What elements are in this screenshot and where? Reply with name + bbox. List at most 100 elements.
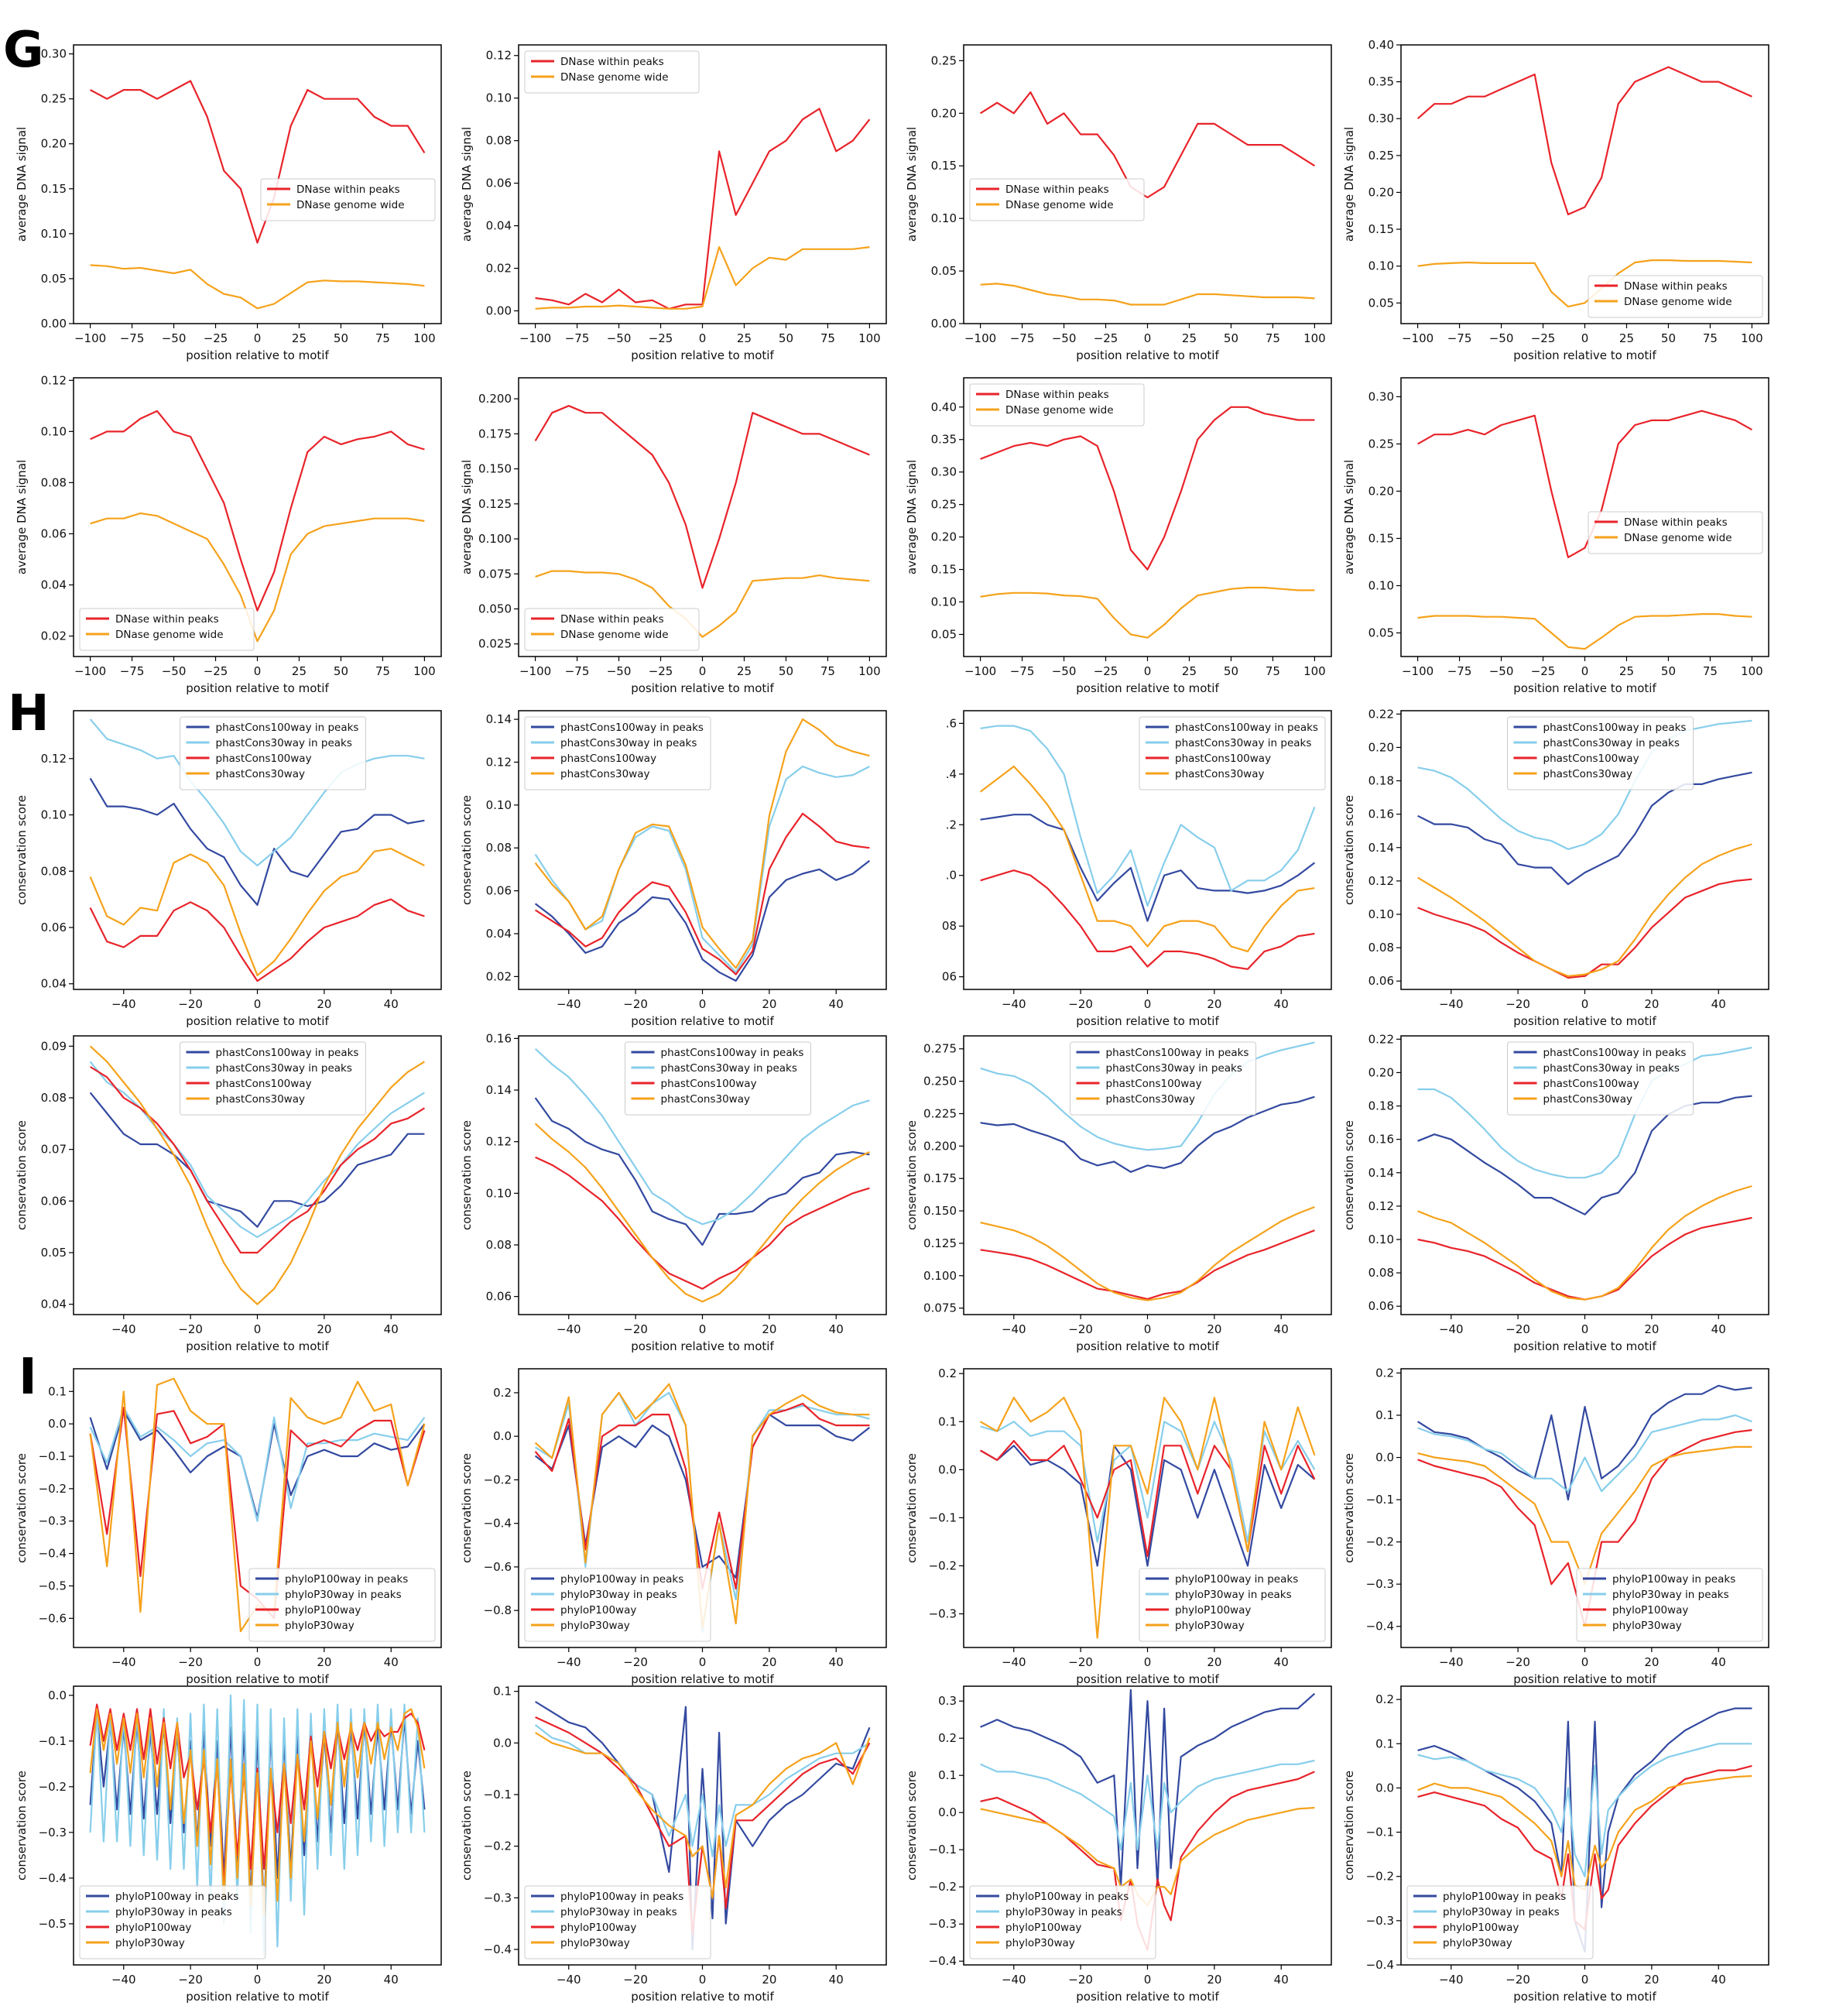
y-tick-label: 0.15 <box>931 159 957 173</box>
chart-legend: DNase within peaks DNase genome wide <box>1588 275 1763 318</box>
y-axis-label: conservation score <box>460 795 474 905</box>
y-tick-label: −0.1 <box>929 1510 957 1524</box>
chart-svg: −100 −75 −50 −25 0 25 50 75 100 0.00 0.05 0.10 0.15 0… <box>15 44 442 362</box>
series-line-phastcons30way <box>1417 843 1752 977</box>
x-tick-label: 0 <box>1144 997 1152 1011</box>
y-tick-label: 0.125 <box>923 1236 957 1250</box>
x-tick-label: −100 <box>964 664 996 678</box>
chart-legend: DNase within peaks DNase genome wide <box>524 50 700 94</box>
chart-legend: DNase within peaks DNase genome wide <box>969 178 1145 221</box>
y-axis-label: average DNA signal <box>905 460 919 574</box>
x-tick-label: 75 <box>1266 331 1280 345</box>
y-tick-label: 0.08 <box>1368 941 1394 955</box>
chart-svg: −40 −20 0 20 40 06 08 .0 .2 .4 .6 position relative… <box>942 710 1332 1028</box>
y-tick-label: 0.06 <box>41 526 67 540</box>
section-label-h: H <box>8 685 50 742</box>
series-line-phastcons100way-in-peaks <box>980 814 1316 922</box>
chart-panel-h1: −40 −20 0 20 40 0.04 0.06 0.08 0.10 0.12 position … <box>0 689 464 1041</box>
legend-entry: phastCons100way in peaks <box>1543 1047 1687 1059</box>
y-tick-label: −0.3 <box>929 1917 957 1931</box>
y-tick-label: 0.16 <box>1368 807 1394 821</box>
x-axis-label: position relative to motif <box>186 681 329 695</box>
chart-legend: phyloP100way in peaks phyloP30way in peak… <box>1406 1885 1594 1959</box>
y-tick-label: 0.225 <box>923 1106 957 1120</box>
y-tick-label: 0.05 <box>1368 296 1394 310</box>
y-tick-label: 0.14 <box>1368 1166 1394 1180</box>
chart-panel-g1: −100 −75 −50 −25 0 25 50 75 100 0.00 0.05 0.10 0.15 0… <box>0 23 464 375</box>
x-tick-label: 100 <box>1303 664 1326 678</box>
x-tick-label: 40 <box>384 997 399 1011</box>
x-tick-label: −20 <box>1068 1973 1093 1987</box>
x-axis-label: position relative to motif <box>1513 681 1656 695</box>
chart-legend: phastCons100way in peaks phastCons30way i… <box>180 1041 366 1116</box>
x-tick-label: 40 <box>384 1322 399 1336</box>
legend-entry: phyloP100way <box>285 1604 361 1617</box>
y-tick-label: 0.18 <box>1368 774 1394 788</box>
x-tick-label: 0 <box>699 1973 707 1987</box>
y-tick-label: 0.00 <box>41 317 67 331</box>
series-line-phastcons100way <box>1417 878 1752 979</box>
series-line-dnase-genome-wide <box>535 246 870 310</box>
x-tick-label: 50 <box>334 664 348 678</box>
y-axis-label: conservation score <box>905 1120 919 1230</box>
y-tick-label: −0.4 <box>929 1954 957 1968</box>
y-tick-label: 0.05 <box>41 272 67 286</box>
y-axis-label: conservation score <box>460 1453 474 1563</box>
x-tick-label: 0 <box>1581 997 1589 1011</box>
chart-legend: phyloP100way in peaks phyloP30way in peak… <box>79 1885 266 1959</box>
y-axis-label: average DNA signal <box>1342 460 1356 574</box>
legend-entry: phastCons30way in peaks <box>1175 737 1311 749</box>
series-line-dnase-genome-wide <box>980 586 1315 639</box>
x-tick-label: 20 <box>1207 997 1221 1011</box>
y-tick-label: 0.30 <box>931 465 957 479</box>
chart-svg: −100 −75 −50 −25 0 25 50 75 100 0.05 0.10 0.15 0.20 0… <box>1342 377 1769 695</box>
legend-entry: phastCons100way <box>1543 1078 1639 1090</box>
y-tick-label: 0.25 <box>41 92 67 106</box>
x-tick-label: 40 <box>1711 1973 1726 1987</box>
x-tick-label: −75 <box>1447 664 1472 678</box>
x-tick-label: −25 <box>1094 331 1118 345</box>
chart-legend: DNase within peaks DNase genome wide <box>260 178 436 221</box>
legend-entry: phyloP100way in peaks <box>1612 1573 1735 1586</box>
x-axis-label: position relative to motif <box>1076 1672 1219 1686</box>
x-tick-label: 75 <box>820 664 835 678</box>
y-tick-label: 0.08 <box>41 1091 67 1105</box>
y-axis-label: conservation score <box>1342 1453 1356 1563</box>
y-tick-label: −0.3 <box>1366 1914 1394 1928</box>
y-tick-label: 0.08 <box>1368 1266 1394 1280</box>
x-tick-label: −25 <box>649 664 673 678</box>
x-tick-label: 50 <box>779 664 793 678</box>
series-line-phastcons30way <box>89 1045 425 1305</box>
chart-panel-g8: −100 −75 −50 −25 0 25 50 75 100 0.05 0.10 0.15 0.20 0… <box>1327 356 1792 708</box>
y-tick-label: 0.275 <box>923 1042 957 1056</box>
legend-entry: phyloP30way <box>115 1937 185 1949</box>
y-tick-label: 0.09 <box>41 1039 67 1053</box>
x-tick-label: −100 <box>74 664 106 678</box>
chart-svg: −100 −75 −50 −25 0 25 50 75 100 0.02 0.04 0.06 0.08 0… <box>15 373 442 695</box>
x-tick-label: 25 <box>1182 331 1197 345</box>
y-tick-label: 0.12 <box>486 1135 512 1149</box>
x-tick-label: −40 <box>1439 1322 1464 1336</box>
chart-panel-g5: −100 −75 −50 −25 0 25 50 75 100 0.02 0.04 0.06 0.08 0… <box>0 356 464 708</box>
y-tick-label: −0.4 <box>39 1871 67 1885</box>
x-tick-label: 40 <box>829 997 844 1011</box>
x-tick-label: −50 <box>607 331 632 345</box>
legend-entry: phastCons100way in peaks <box>661 1047 804 1059</box>
y-tick-label: 0.3 <box>938 1694 957 1708</box>
chart-svg: −40 −20 0 20 40 −0.3 −0.2 −0.1 0.0 0.1 0.2 position… <box>905 1366 1332 1686</box>
series-line-phylop100way-in-peaks <box>980 1445 1316 1567</box>
y-tick-label: 0.02 <box>486 262 512 276</box>
legend-entry: phastCons100way in peaks <box>1106 1047 1249 1059</box>
y-tick-label: 0.05 <box>1368 626 1394 639</box>
y-tick-label: 08 <box>942 919 957 933</box>
series-line-phastcons30way <box>980 1205 1315 1301</box>
chart-svg: −40 −20 0 20 40 0.06 0.08 0.10 0.12 0.14 0.16 posit… <box>460 1031 887 1353</box>
y-tick-label: 0.06 <box>1368 1299 1394 1313</box>
chart-legend: phyloP100way in peaks phyloP30way in peak… <box>969 1885 1156 1959</box>
chart-svg: −40 −20 0 20 40 0.04 0.05 0.06 0.07 0.08 0.09 posit… <box>15 1035 442 1353</box>
legend-entry: DNase within peaks <box>1624 280 1728 293</box>
series-line-phastcons100way <box>90 1066 425 1254</box>
y-tick-label: 0.15 <box>1368 531 1394 545</box>
legend-entry: phyloP100way in peaks <box>285 1573 408 1586</box>
chart-panel-i8: −40 −20 0 20 40 −0.4 −0.3 −0.2 −0.1 0.0 0.1 0.2 posi… <box>1327 1665 1792 2016</box>
